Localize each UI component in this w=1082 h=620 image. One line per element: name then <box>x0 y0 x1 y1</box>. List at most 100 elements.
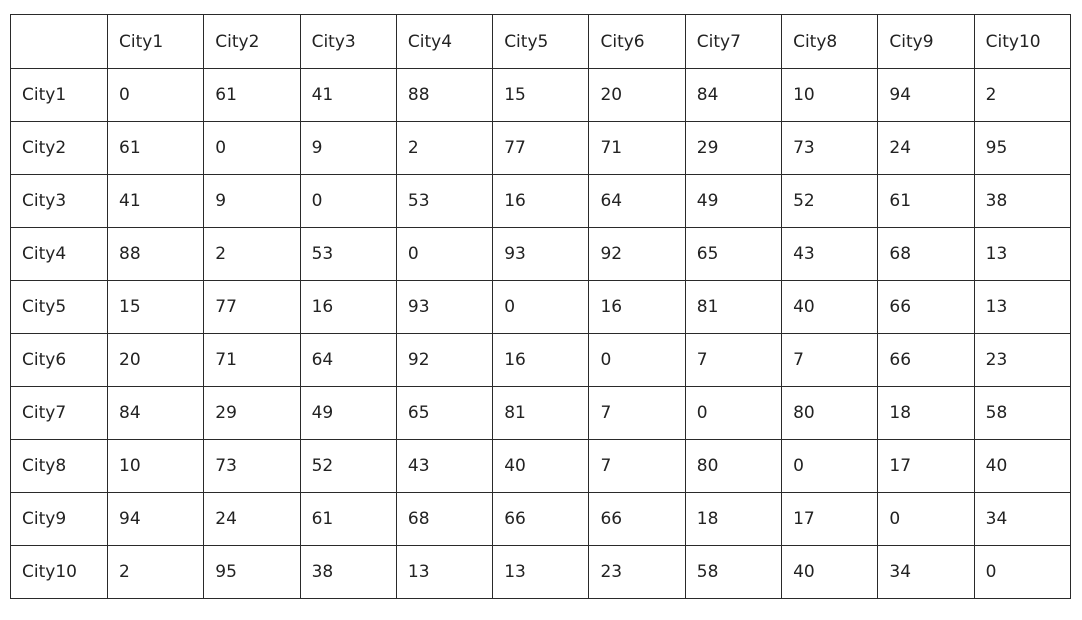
distance-cell: 73 <box>781 121 879 175</box>
distance-cell: 7 <box>781 333 879 387</box>
distance-cell: 49 <box>299 386 397 440</box>
distance-cell: 18 <box>684 492 783 546</box>
distance-cell: 0 <box>395 227 494 281</box>
distance-cell: 84 <box>684 68 783 122</box>
column-header: City10 <box>973 14 1071 69</box>
distance-cell: 80 <box>684 439 783 493</box>
distance-cell: 24 <box>877 121 975 175</box>
row-header: City6 <box>10 333 108 387</box>
distance-cell: 81 <box>492 386 590 440</box>
distance-cell: 0 <box>877 492 975 546</box>
column-header: City6 <box>588 14 686 69</box>
distance-cell: 34 <box>973 492 1071 546</box>
distance-cell: 53 <box>299 227 397 281</box>
distance-cell: 68 <box>395 492 494 546</box>
distance-cell: 71 <box>203 333 301 387</box>
table-row: City8 10 73 52 43 40 7 80 0 17 40 <box>10 439 1071 493</box>
distance-cell: 94 <box>877 68 975 122</box>
table-header: City1 City2 City3 City4 City5 City6 City… <box>10 14 1071 69</box>
distance-cell: 20 <box>106 333 205 387</box>
distance-cell: 40 <box>781 280 879 334</box>
distance-cell: 49 <box>684 174 783 228</box>
distance-cell: 38 <box>973 174 1071 228</box>
distance-cell: 71 <box>588 121 686 175</box>
distance-cell: 13 <box>395 545 494 599</box>
distance-cell: 80 <box>781 386 879 440</box>
distance-cell: 77 <box>492 121 590 175</box>
distance-cell: 93 <box>395 280 494 334</box>
distance-cell: 23 <box>973 333 1071 387</box>
distance-cell: 2 <box>106 545 205 599</box>
distance-cell: 2 <box>395 121 494 175</box>
row-header: City1 <box>10 68 108 122</box>
distance-cell: 18 <box>877 386 975 440</box>
distance-cell: 16 <box>299 280 397 334</box>
distance-cell: 88 <box>395 68 494 122</box>
table-row: City3 41 9 0 53 16 64 49 52 61 38 <box>10 174 1071 228</box>
distance-cell: 65 <box>395 386 494 440</box>
corner-cell <box>10 14 108 69</box>
distance-cell: 2 <box>973 68 1071 122</box>
distance-cell: 41 <box>299 68 397 122</box>
column-header: City9 <box>877 14 975 69</box>
header-row: City1 City2 City3 City4 City5 City6 City… <box>10 14 1071 69</box>
row-header: City3 <box>10 174 108 228</box>
distance-cell: 29 <box>203 386 301 440</box>
distance-cell: 17 <box>781 492 879 546</box>
distance-cell: 7 <box>588 386 686 440</box>
distance-cell: 61 <box>203 68 301 122</box>
table-row: City6 20 71 64 92 16 0 7 7 66 23 <box>10 333 1071 387</box>
distance-cell: 65 <box>684 227 783 281</box>
distance-cell: 13 <box>973 227 1071 281</box>
distance-cell: 53 <box>395 174 494 228</box>
distance-cell: 43 <box>395 439 494 493</box>
distance-cell: 66 <box>877 280 975 334</box>
distance-cell: 43 <box>781 227 879 281</box>
column-header: City1 <box>106 14 205 69</box>
distance-cell: 0 <box>973 545 1071 599</box>
distance-cell: 0 <box>781 439 879 493</box>
table-row: City4 88 2 53 0 93 92 65 43 68 13 <box>10 227 1071 281</box>
distance-cell: 52 <box>299 439 397 493</box>
distance-cell: 10 <box>781 68 879 122</box>
distance-cell: 16 <box>588 280 686 334</box>
distance-cell: 15 <box>492 68 590 122</box>
distance-cell: 64 <box>588 174 686 228</box>
table-row: City1 0 61 41 88 15 20 84 10 94 2 <box>10 68 1071 122</box>
distance-cell: 88 <box>106 227 205 281</box>
row-header: City9 <box>10 492 108 546</box>
distance-cell: 52 <box>781 174 879 228</box>
distance-cell: 9 <box>299 121 397 175</box>
distance-cell: 40 <box>781 545 879 599</box>
distance-cell: 68 <box>877 227 975 281</box>
distance-cell: 61 <box>877 174 975 228</box>
distance-cell: 17 <box>877 439 975 493</box>
distance-cell: 24 <box>203 492 301 546</box>
distance-table-container: City1 City2 City3 City4 City5 City6 City… <box>10 14 1071 599</box>
distance-cell: 16 <box>492 174 590 228</box>
distance-cell: 29 <box>684 121 783 175</box>
distance-cell: 0 <box>106 68 205 122</box>
distance-cell: 66 <box>877 333 975 387</box>
table-row: City7 84 29 49 65 81 7 0 80 18 58 <box>10 386 1071 440</box>
row-header: City10 <box>10 545 108 599</box>
distance-cell: 66 <box>588 492 686 546</box>
distance-cell: 77 <box>203 280 301 334</box>
distance-cell: 61 <box>106 121 205 175</box>
distance-cell: 0 <box>684 386 783 440</box>
distance-cell: 0 <box>203 121 301 175</box>
row-header: City8 <box>10 439 108 493</box>
distance-cell: 84 <box>106 386 205 440</box>
table-row: City5 15 77 16 93 0 16 81 40 66 13 <box>10 280 1071 334</box>
distance-cell: 10 <box>106 439 205 493</box>
column-header: City7 <box>684 14 783 69</box>
column-header: City5 <box>492 14 590 69</box>
column-header: City2 <box>203 14 301 69</box>
distance-cell: 0 <box>588 333 686 387</box>
distance-cell: 58 <box>684 545 783 599</box>
column-header: City4 <box>395 14 494 69</box>
distance-cell: 73 <box>203 439 301 493</box>
distance-cell: 13 <box>492 545 590 599</box>
distance-cell: 38 <box>299 545 397 599</box>
distance-cell: 95 <box>973 121 1071 175</box>
